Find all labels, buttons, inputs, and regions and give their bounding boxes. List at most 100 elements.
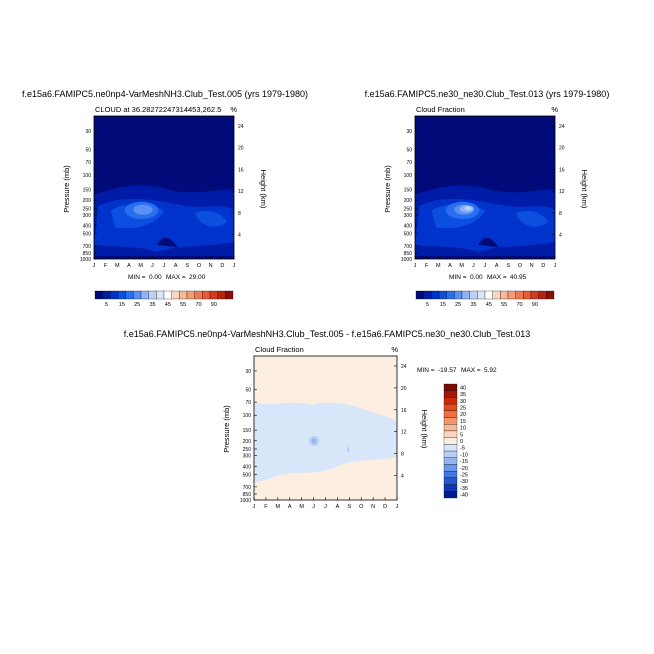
x-tick-label: J [324,504,327,510]
colorbar-label: 90 [532,302,538,308]
colorbar-box [530,290,539,300]
x-tick-label: J [93,263,96,269]
y-right-tick-label: 4 [238,233,241,239]
panel-1-y-axis-label-right: Height (km) [259,170,268,209]
colorbar-box [443,477,458,485]
y-tick-label: 100 [404,173,413,179]
colorbar-label: 0 [460,439,463,445]
y-right-tick-label: 4 [401,473,404,479]
y-right-tick-label: 8 [559,211,562,217]
x-tick-label: M [436,263,441,269]
colorbar-label: 20 [460,412,466,418]
panel-3-subtitle-left: Cloud Fraction [255,345,304,354]
panel-2-max-label: MAX = [487,274,507,281]
cloud-level-0-5-low [478,237,499,248]
panel-1-min-label: MIN = [128,274,146,281]
colorbar-box [163,290,172,300]
y-right-tick-label: 4 [559,233,562,239]
y-tick-label: 50 [406,147,412,153]
x-tick-label: N [209,263,213,269]
y-tick-label: 400 [243,464,252,470]
panel-1-y-ticks-right: 24 20 16 12 8 4 [231,124,244,239]
x-tick-label: M [115,263,120,269]
x-tick-label: J [233,263,236,269]
y-tick-label: 250 [404,206,413,212]
y-tick-label: 400 [404,224,413,230]
colorbar-box [443,430,458,438]
colorbar-label: 70 [195,302,201,308]
panel-2-y-ticks-right: 24 20 16 12 8 4 [552,124,565,239]
cloud-level-0-5-low [157,237,178,248]
y-right-tick-label: 12 [559,189,565,195]
x-tick-label: J [554,263,557,269]
y-tick-label: 1000 [240,498,251,504]
y-right-tick-label: 24 [401,364,407,370]
colorbar-box [225,290,234,300]
colorbar-label: 15 [119,302,125,308]
colorbar-box [443,484,458,492]
panel-3-y-ticks-right: 24 20 16 12 8 4 [394,364,407,479]
colorbar-box [148,290,157,300]
cloud-level-25-35-right [515,210,548,227]
x-tick-label: D [220,263,224,269]
colorbar-label: -40 [460,493,468,499]
colorbar-label: 35 [149,302,155,308]
y-tick-label: 50 [245,388,251,394]
colorbar-box [546,290,555,300]
x-tick-label: O [197,263,202,269]
panel-1-max-label: MAX = [166,274,186,281]
colorbar-label: 25 [134,302,140,308]
colorbar-box [515,290,524,300]
colorbar-label: 5 [426,302,429,308]
y-right-tick-label: 20 [238,146,244,152]
x-tick-label: J [414,263,417,269]
colorbar-box [443,397,458,405]
panel-1-min-value: 0.00 [149,274,162,281]
y-right-tick-label: 24 [559,124,565,130]
panel-1-y-axis-label: Pressure (mb) [62,165,71,213]
x-tick-label: A [448,263,452,269]
x-tick-label: J [253,504,256,510]
panel-3-y-axis-label-right: Height (km) [420,410,429,449]
y-tick-label: 500 [404,232,413,238]
colorbar-label: -25 [460,473,468,479]
colorbar-box [477,290,486,300]
cloud-level-25-35-right [194,210,227,227]
y-tick-label: 150 [83,188,92,194]
x-tick-label: J [396,504,399,510]
colorbar-box [454,290,463,300]
y-tick-label: 250 [243,447,252,453]
colorbar-label: 35 [460,392,466,398]
x-tick-label: S [347,504,351,510]
colorbar-box [507,290,516,300]
x-tick-label: S [506,263,510,269]
panel-1-max-value: 29.00 [189,274,206,281]
colorbar-label: 15 [460,419,466,425]
x-tick-label: O [518,263,523,269]
y-tick-label: 200 [243,439,252,445]
colorbar-box [209,290,218,300]
colorbar-box [443,464,458,472]
panel-3-min-label: MIN = [417,367,435,374]
panel-2: f.e15a6.FAMIPC5.ne30_ne30.Club_Test.013 … [365,89,610,308]
y-right-tick-label: 8 [401,452,404,458]
colorbar-box [217,290,226,300]
colorbar-box [133,290,142,300]
y-tick-label: 100 [83,173,92,179]
panel-2-subtitle-left: Cloud Fraction [416,105,465,114]
panel-3-max-value: 5.92 [484,367,497,374]
panel-1-subtitle-left: CLOUD at 36.28272247314453,262.5 [95,105,221,114]
y-tick-label: 30 [85,129,91,135]
colorbar-label: -5 [460,446,465,452]
colorbar-box [443,390,458,398]
y-right-tick-label: 20 [559,146,565,152]
colorbar-box [186,290,195,300]
panel-2-y-axis-label: Pressure (mb) [383,165,392,213]
panel-2-min-label: MIN = [449,274,467,281]
x-tick-label: O [359,504,364,510]
